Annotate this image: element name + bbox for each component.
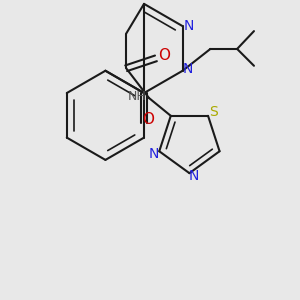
Text: N: N — [182, 62, 193, 76]
Text: N: N — [188, 169, 199, 183]
Text: NH: NH — [128, 89, 146, 103]
Text: O: O — [142, 112, 154, 127]
Text: N: N — [149, 147, 160, 161]
Text: S: S — [208, 105, 217, 119]
Text: O: O — [158, 48, 170, 63]
Text: N: N — [183, 19, 194, 33]
